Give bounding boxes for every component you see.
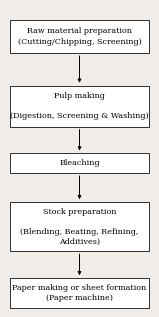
Text: Bleaching: Bleaching [59,159,100,167]
Text: Raw material preparation
(Cutting/Chipping, Screening): Raw material preparation (Cutting/Chippi… [17,27,142,46]
FancyBboxPatch shape [10,278,149,308]
FancyBboxPatch shape [10,86,149,127]
FancyBboxPatch shape [10,20,149,53]
Text: Pulp making

(Digestion, Screening & Washing): Pulp making (Digestion, Screening & Wash… [10,92,149,120]
FancyBboxPatch shape [10,202,149,251]
FancyBboxPatch shape [10,153,149,173]
Text: Paper making or sheet formation
(Paper machine): Paper making or sheet formation (Paper m… [12,284,147,302]
Text: Stock preparation

(Blending, Beating, Refining,
Additives): Stock preparation (Blending, Beating, Re… [20,208,139,246]
